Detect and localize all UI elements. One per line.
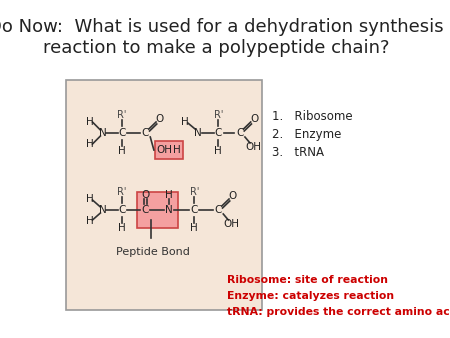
Text: O: O [250, 114, 258, 124]
Text: Do Now:  What is used for a dehydration synthesis
reaction to make a polypeptide: Do Now: What is used for a dehydration s… [0, 18, 444, 57]
Text: OH: OH [156, 145, 172, 155]
Text: Enzyme: catalyzes reaction: Enzyme: catalyzes reaction [227, 291, 394, 301]
Text: R': R' [117, 110, 127, 120]
Text: C: C [142, 128, 149, 138]
Text: Ribosome: site of reaction: Ribosome: site of reaction [227, 275, 388, 285]
Text: H: H [181, 117, 189, 127]
Text: H: H [86, 216, 94, 226]
Text: 1.   Ribosome: 1. Ribosome [272, 110, 352, 123]
Text: O: O [229, 191, 237, 201]
Text: C: C [215, 128, 222, 138]
Text: C: C [191, 205, 198, 215]
Text: 2.   Enzyme: 2. Enzyme [272, 128, 341, 141]
Text: OH: OH [245, 142, 261, 152]
Text: N: N [99, 205, 107, 215]
Text: H: H [118, 223, 126, 233]
Text: H: H [86, 139, 94, 149]
Text: R': R' [189, 187, 199, 197]
Text: N: N [194, 128, 202, 138]
Text: H: H [165, 190, 173, 200]
Text: O: O [156, 114, 164, 124]
Text: Peptide Bond: Peptide Bond [116, 247, 190, 257]
Text: C: C [236, 128, 243, 138]
Text: C: C [142, 205, 149, 215]
Text: O: O [141, 190, 149, 200]
Text: H: H [86, 194, 94, 204]
Text: C: C [118, 128, 126, 138]
Text: OH: OH [223, 219, 239, 229]
Text: R': R' [117, 187, 127, 197]
Text: H: H [173, 145, 181, 155]
FancyBboxPatch shape [155, 141, 183, 159]
Text: H: H [118, 146, 126, 156]
Text: R': R' [213, 110, 223, 120]
FancyBboxPatch shape [67, 80, 261, 310]
Text: 3.   tRNA: 3. tRNA [272, 146, 324, 159]
Text: H: H [86, 117, 94, 127]
Text: H: H [190, 223, 198, 233]
Text: tRNA: provides the correct amino acid: tRNA: provides the correct amino acid [227, 307, 450, 317]
Text: C: C [118, 205, 126, 215]
Text: C: C [215, 205, 222, 215]
FancyBboxPatch shape [136, 192, 179, 228]
Text: N: N [99, 128, 107, 138]
Text: H: H [214, 146, 222, 156]
Text: N: N [165, 205, 173, 215]
